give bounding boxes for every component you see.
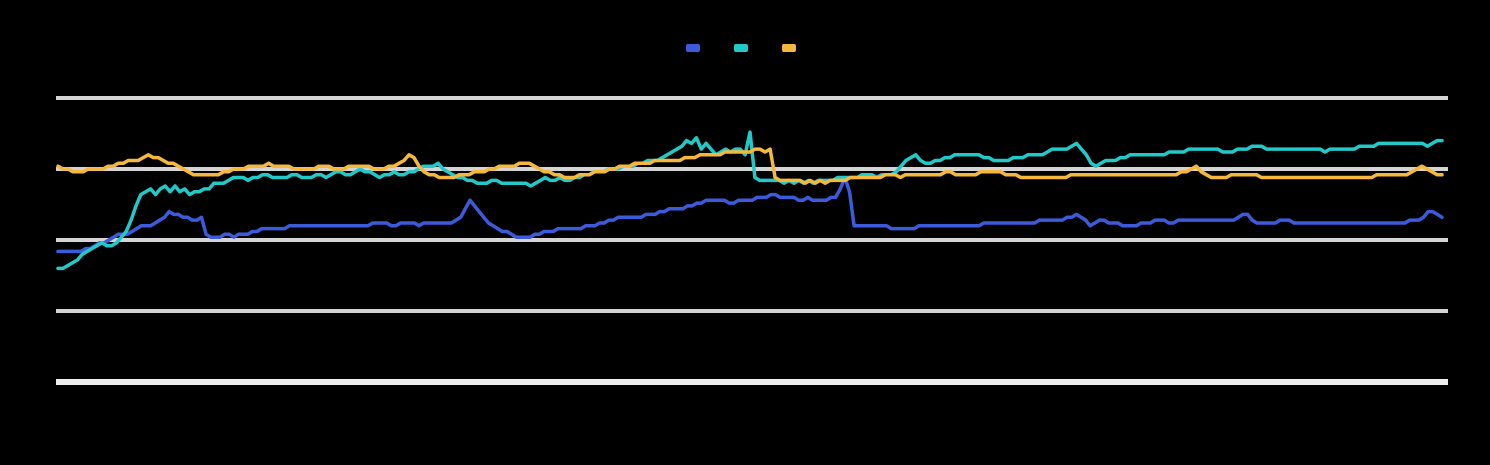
legend-swatch-2	[782, 44, 796, 52]
legend-swatch-1	[734, 44, 748, 52]
legend-item-1	[734, 44, 756, 52]
series-line-0	[56, 175, 1444, 254]
series-line-2	[56, 147, 1444, 185]
legend-item-0	[686, 44, 708, 52]
chart-legend	[0, 44, 1490, 52]
series-line-1	[56, 130, 1444, 271]
legend-swatch-0	[686, 44, 700, 52]
legend-item-2	[782, 44, 804, 52]
